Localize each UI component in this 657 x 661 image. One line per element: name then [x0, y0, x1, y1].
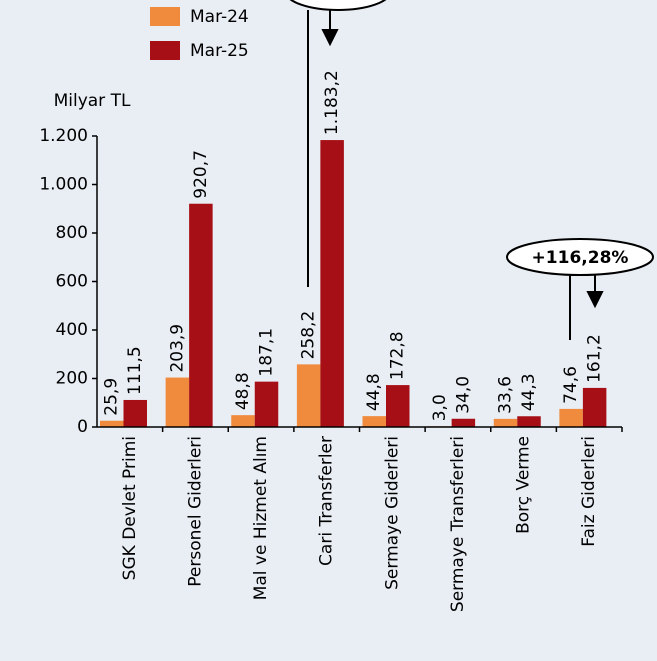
bar: [451, 418, 476, 427]
value-label: 33,6: [496, 376, 516, 414]
y-tick-label: 0: [77, 417, 88, 437]
x-tick-label: Borç Verme: [514, 436, 534, 534]
bar: [165, 377, 190, 427]
bar: [582, 387, 607, 427]
y-tick-label: 800: [56, 223, 88, 243]
y-tick-label: 1.200: [39, 126, 88, 146]
bar: [517, 416, 541, 427]
bar: [320, 140, 344, 427]
y-tick-label: 400: [56, 320, 88, 340]
x-tick-label: Sermaye Giderleri: [382, 436, 402, 590]
legend-swatch: [150, 41, 180, 60]
value-label: 34,0: [453, 376, 473, 414]
y-axis-label: Milyar TL: [54, 91, 131, 111]
value-label: 187,1: [257, 328, 277, 377]
legend-label: Mar-24: [190, 7, 249, 27]
value-label: 111,5: [125, 346, 145, 395]
bar: [362, 416, 386, 427]
x-tick-label: Sermaye Transferleri: [448, 436, 468, 612]
value-label: 172,8: [388, 331, 408, 380]
x-tick-label: Mal ve Hizmet Alım: [251, 436, 271, 600]
legend-label: Mar-25: [190, 41, 249, 61]
bar: [231, 415, 255, 427]
value-label: 3,0: [430, 394, 450, 421]
value-label: 44,8: [364, 373, 384, 411]
bar: [493, 418, 518, 427]
legend-swatch: [150, 7, 180, 26]
annotation-top: [289, 0, 387, 287]
bar: [296, 364, 321, 427]
value-label: 44,3: [519, 373, 539, 411]
value-label: 161,2: [585, 334, 605, 383]
x-tick-label: Cari Transferler: [317, 436, 337, 566]
value-label: 25,9: [102, 378, 122, 416]
value-label: 74,6: [561, 366, 581, 404]
x-tick-label: Faiz Giderleri: [579, 436, 599, 547]
value-label: 258,2: [299, 311, 319, 360]
y-tick-label: 200: [56, 369, 88, 389]
value-label: 920,7: [191, 150, 211, 199]
y-tick-label: 1.000: [39, 175, 88, 195]
bar: [254, 381, 279, 427]
bar: [189, 203, 213, 427]
y-tick-label: 600: [56, 272, 88, 292]
bar: [386, 385, 410, 427]
bar: [100, 420, 124, 427]
x-tick-label: SGK Devlet Primi: [120, 436, 140, 580]
value-label: 48,8: [233, 372, 253, 410]
bar: [559, 408, 583, 427]
x-tick-label: Personel Giderleri: [185, 436, 205, 587]
annotation-text: +116,28%: [532, 248, 629, 268]
value-label: 203,9: [167, 324, 187, 373]
value-label: 1.183,2: [322, 70, 342, 135]
annotation-faiz: [506, 238, 654, 340]
bar: [123, 399, 147, 427]
